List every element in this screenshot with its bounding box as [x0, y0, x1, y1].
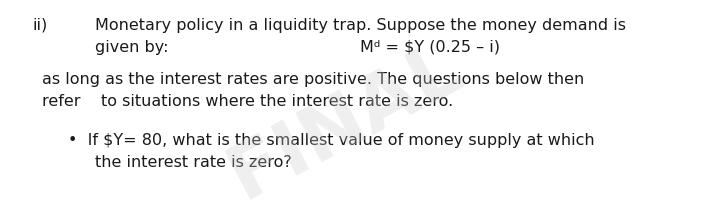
Text: ii): ii): [32, 18, 48, 33]
Text: refer    to situations where the interest rate is zero.: refer to situations where the interest r…: [42, 94, 454, 109]
Text: as long as the interest rates are positive. The questions below then: as long as the interest rates are positi…: [42, 72, 584, 87]
Text: •  If $Y= 80, what is the smallest value of money supply at which: • If $Y= 80, what is the smallest value …: [68, 133, 595, 148]
Text: the interest rate is zero?: the interest rate is zero?: [95, 155, 292, 170]
Text: given by:: given by:: [95, 40, 168, 55]
Text: Mᵈ = $Y (0.25 – i): Mᵈ = $Y (0.25 – i): [360, 40, 500, 55]
Text: Monetary policy in a liquidity trap. Suppose the money demand is: Monetary policy in a liquidity trap. Sup…: [95, 18, 626, 33]
Text: FINAL: FINAL: [217, 30, 474, 214]
